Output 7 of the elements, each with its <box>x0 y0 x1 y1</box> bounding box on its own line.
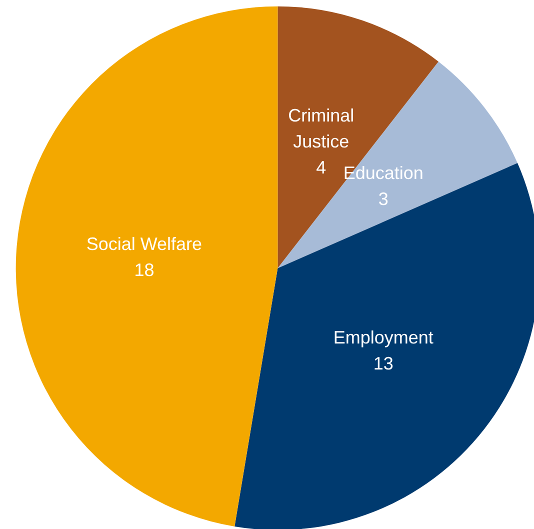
slice-label: Employment <box>333 327 434 348</box>
slice-label: Social Welfare <box>86 234 202 254</box>
data-label: 13 <box>373 353 394 374</box>
data-label: 3 <box>378 188 388 209</box>
data-label: 18 <box>134 260 154 280</box>
slice-label: Criminal Justice <box>288 106 354 152</box>
data-label: 4 <box>316 158 326 178</box>
